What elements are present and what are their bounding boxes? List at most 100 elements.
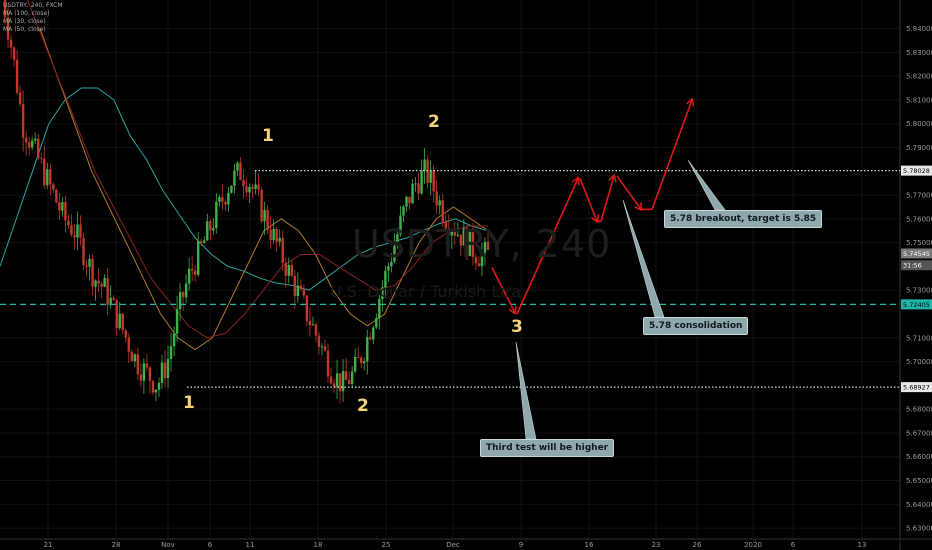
candle-body (396, 234, 399, 246)
candle-body (486, 241, 490, 250)
resistance-tag-bg (901, 165, 932, 176)
candle-body (305, 295, 309, 321)
note-third-test[interactable]: Third test will be higher (480, 439, 615, 457)
candle-body (393, 245, 396, 262)
candle-body (151, 381, 155, 393)
y-tick-label: 5.64000 (906, 501, 932, 509)
candle-series (3, 0, 490, 404)
last-price-tag-bg (901, 248, 932, 259)
y-tick-label: 5.82000 (906, 73, 932, 81)
candle-body (474, 256, 478, 264)
y-tick-label: 5.67000 (906, 429, 932, 437)
x-tick-label: 13 (858, 541, 867, 549)
candle-body (37, 138, 40, 159)
x-tick-label: 18 (314, 541, 323, 549)
candle-body (67, 220, 70, 226)
candle-body (52, 184, 55, 190)
forecast-arrows (491, 100, 692, 314)
y-tick-label: 5.77000 (906, 192, 932, 200)
candle-body (399, 215, 402, 235)
wave-label-3: 3 (511, 317, 523, 337)
x-tick-label: 6 (791, 541, 796, 549)
candle-body (227, 192, 230, 205)
candle-body (187, 268, 191, 284)
wave-label-1-bottom: 1 (183, 393, 195, 413)
candle-body (230, 185, 233, 193)
candle-body (30, 140, 34, 148)
candle-body (320, 346, 324, 348)
candle-body (375, 317, 378, 328)
candle-body (248, 186, 251, 193)
candle-body (251, 186, 254, 189)
candle-body (76, 224, 79, 238)
candle-body (483, 241, 487, 253)
candle-body (308, 320, 312, 325)
candle-body (94, 280, 97, 287)
candle-body (281, 237, 284, 263)
countdown-tag-bg (901, 260, 932, 271)
candle-body (314, 324, 318, 336)
candle-body (462, 228, 466, 246)
candle-body (178, 292, 182, 310)
candle-body (46, 169, 49, 186)
price-axis: 5.84000 5.83000 5.82000 5.81000 5.80000 5.790… (906, 25, 932, 533)
x-tick-label: 21 (44, 541, 53, 549)
candle-body (353, 356, 357, 372)
candle-body (206, 221, 209, 241)
candle-body (459, 234, 463, 246)
candle-body (181, 292, 185, 298)
forecast-arrow (651, 100, 692, 210)
legend-symbol: USDTRY, 240, FXCM (3, 2, 63, 9)
legend-ma50: MA (50, close) (3, 26, 46, 33)
candle-body (58, 202, 61, 211)
x-tick-label: 9 (519, 541, 523, 549)
candle-body (193, 270, 197, 275)
candle-body (332, 383, 336, 387)
note-consolidation[interactable]: 5.78 consolidation (643, 317, 749, 335)
candle-body (435, 191, 438, 206)
candle-body (112, 297, 115, 300)
candle-body (317, 335, 321, 347)
y-tick-label: 5.80000 (906, 120, 932, 128)
candle-body (100, 283, 103, 287)
candle-body (64, 202, 67, 221)
candle-body (209, 221, 212, 231)
x-tick-label: Nov (161, 541, 175, 549)
candle-body (154, 389, 158, 393)
candle-body (290, 265, 293, 276)
wave-label-1-top: 1 (262, 126, 274, 146)
x-tick-label: Dec (446, 541, 460, 549)
candle-body (275, 228, 278, 242)
candle-body (344, 371, 348, 381)
candle-body (224, 201, 227, 205)
candle-body (390, 261, 393, 267)
legend: USDTRY, 240, FXCM MA (100, close) MA (30… (3, 2, 63, 34)
candle-body (363, 361, 366, 364)
y-tick-label: 5.66000 (906, 453, 932, 461)
candle-body (266, 210, 269, 230)
wave-label-2-bottom: 2 (357, 396, 369, 416)
candle-body (221, 197, 224, 202)
x-tick-label: 26 (693, 541, 702, 549)
candle-body (3, 0, 7, 18)
support-tag: 5.68927 (903, 384, 930, 392)
y-tick-label: 5.79000 (906, 144, 932, 152)
candle-body (381, 287, 384, 299)
candle-body (124, 330, 127, 338)
candle-body (402, 206, 405, 216)
candle-body (471, 231, 475, 257)
candle-body (263, 210, 266, 222)
third-test-pointer (515, 341, 537, 440)
note-breakout[interactable]: 5.78 breakout, target is 5.85 (664, 210, 823, 228)
candle-body (414, 183, 417, 185)
y-tick-label: 5.84000 (906, 25, 932, 33)
y-tick-label: 5.73000 (906, 287, 932, 295)
candle-body (12, 47, 16, 60)
y-tick-label: 5.83000 (906, 49, 932, 57)
candle-body (438, 200, 441, 206)
candle-body (468, 231, 472, 256)
legend-ma100: MA (100, close) (3, 10, 50, 17)
candle-body (203, 240, 206, 244)
resistance-tag: 5.78028 (903, 167, 930, 175)
